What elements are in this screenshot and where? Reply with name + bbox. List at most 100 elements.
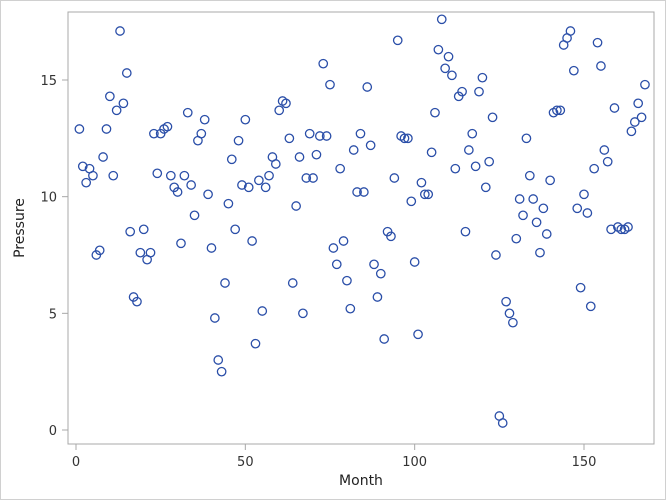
data-point <box>545 175 555 186</box>
data-point <box>436 14 447 25</box>
data-point <box>480 182 491 193</box>
data-point <box>399 133 410 144</box>
data-point <box>538 203 549 214</box>
data-point <box>172 187 183 197</box>
data-point <box>348 145 359 155</box>
data-point <box>477 72 488 83</box>
data-point <box>501 296 511 307</box>
data-point <box>216 366 227 377</box>
data-point <box>531 217 542 228</box>
data-point <box>575 282 586 293</box>
data-point <box>606 224 616 235</box>
data-point <box>260 182 271 193</box>
data-point <box>179 170 190 181</box>
data-point <box>206 243 217 253</box>
data-point <box>403 133 413 144</box>
data-point <box>359 187 369 197</box>
data-point <box>487 112 498 123</box>
data-point <box>88 170 98 181</box>
data-point <box>196 128 207 139</box>
data-point <box>284 133 295 144</box>
data-point <box>521 133 532 144</box>
data-point <box>74 124 85 134</box>
plot-area <box>67 11 655 445</box>
data-point <box>504 308 515 319</box>
data-point <box>203 189 213 200</box>
data-point <box>98 152 108 162</box>
data-point <box>552 105 562 116</box>
x-tick-label: 50 <box>237 455 254 470</box>
data-point <box>365 140 376 151</box>
data-point <box>165 170 176 181</box>
data-point <box>291 201 301 211</box>
data-point <box>189 210 200 221</box>
data-point <box>430 107 440 118</box>
data-point <box>152 168 163 179</box>
data-point <box>223 198 234 209</box>
data-point <box>318 58 329 69</box>
data-point <box>321 131 332 141</box>
data-point <box>328 243 339 253</box>
data-point <box>565 26 576 36</box>
data-point <box>270 159 281 169</box>
data-point <box>640 79 650 90</box>
data-point <box>406 196 417 207</box>
data-point <box>105 91 115 102</box>
data-point <box>572 203 583 214</box>
data-point <box>419 189 430 200</box>
x-tick-label: 100 <box>402 455 427 470</box>
data-point <box>582 208 593 218</box>
data-point <box>77 161 88 172</box>
data-point <box>298 308 308 319</box>
data-point <box>497 418 508 428</box>
data-point <box>149 128 159 139</box>
data-point <box>633 98 644 109</box>
data-point <box>470 161 481 172</box>
data-point <box>118 98 129 109</box>
data-point <box>460 226 471 237</box>
data-point <box>616 224 627 235</box>
data-point <box>568 65 579 76</box>
data-point <box>440 63 450 74</box>
x-axis-label: Month <box>339 473 383 489</box>
data-point <box>379 334 390 344</box>
x-tick-label: 150 <box>572 455 597 470</box>
data-point <box>281 98 291 109</box>
data-point <box>94 245 105 256</box>
data-point <box>474 86 484 97</box>
data-point <box>355 128 366 139</box>
data-point <box>243 182 254 193</box>
data-point <box>240 114 251 125</box>
data-point <box>579 189 589 200</box>
data-point <box>250 338 261 349</box>
data-point <box>535 247 545 258</box>
data-point <box>145 247 156 258</box>
data-point <box>304 128 315 139</box>
data-point <box>132 296 142 307</box>
data-point <box>230 224 241 235</box>
data-point <box>352 187 362 197</box>
data-point <box>342 275 352 286</box>
data-point <box>484 156 495 167</box>
data-point <box>176 238 186 249</box>
data-point <box>81 177 92 188</box>
data-point <box>464 145 474 155</box>
data-point <box>308 173 318 183</box>
data-point <box>182 107 193 118</box>
data-point <box>311 149 322 160</box>
data-point <box>491 250 501 260</box>
data-point <box>623 222 633 232</box>
data-point <box>345 303 356 314</box>
data-point <box>101 124 112 134</box>
data-point <box>335 163 346 174</box>
data-point <box>599 145 610 155</box>
data-point <box>199 114 210 125</box>
data-point <box>413 329 423 340</box>
data-point <box>233 135 244 146</box>
data-point <box>409 257 420 267</box>
data-point <box>274 105 285 116</box>
data-point <box>423 189 434 200</box>
y-tick-label: 15 <box>40 74 57 89</box>
data-point <box>392 35 403 46</box>
data-point <box>294 152 305 162</box>
